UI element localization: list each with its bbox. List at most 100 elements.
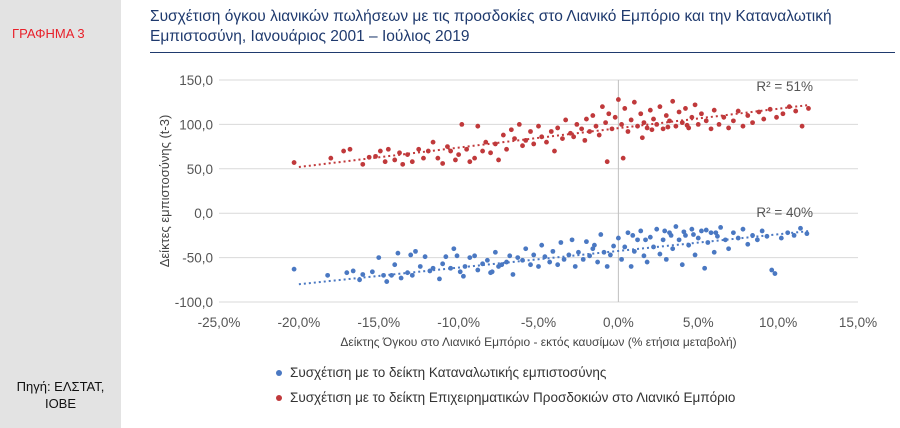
data-point-consumer <box>711 249 717 255</box>
data-point-retail <box>793 108 799 114</box>
data-point-consumer <box>723 237 728 243</box>
data-point-retail <box>459 122 465 127</box>
data-point-consumer <box>804 231 810 237</box>
data-point-consumer <box>547 259 553 265</box>
data-point-retail <box>548 129 554 134</box>
data-point-consumer <box>681 229 687 235</box>
data-point-consumer <box>702 265 708 271</box>
data-point-retail <box>596 132 602 138</box>
data-point-retail <box>400 161 406 167</box>
data-point-retail <box>523 137 529 143</box>
data-point-consumer <box>660 237 666 243</box>
data-point-retail <box>430 139 436 145</box>
data-point-consumer <box>572 264 578 269</box>
data-point-consumer <box>504 259 509 265</box>
data-point-retail <box>528 129 533 134</box>
data-point-consumer <box>344 270 350 276</box>
data-point-consumer <box>730 230 736 236</box>
data-point-retail <box>472 155 477 161</box>
data-point-retail <box>673 123 679 129</box>
data-point-retail <box>689 114 695 120</box>
data-point-consumer <box>558 240 564 245</box>
data-point-consumer <box>703 227 709 233</box>
data-point-consumer <box>611 243 616 249</box>
data-point-consumer <box>405 270 410 276</box>
data-point-consumer <box>750 233 755 238</box>
data-point-retail <box>603 120 608 126</box>
data-point-consumer <box>536 264 541 269</box>
data-point-consumer <box>778 235 784 241</box>
data-point-retail <box>480 148 485 154</box>
data-point-retail <box>631 99 637 105</box>
data-point-consumer <box>448 265 454 271</box>
data-point-consumer <box>635 237 640 243</box>
data-point-consumer <box>475 267 481 273</box>
data-point-retail <box>606 111 612 117</box>
data-point-retail <box>679 120 685 126</box>
data-point-consumer <box>467 255 473 260</box>
y-tick-label: 150,0 <box>179 73 213 88</box>
data-point-consumer <box>376 255 382 260</box>
data-point-consumer <box>668 233 674 238</box>
data-point-consumer <box>443 254 449 260</box>
data-point-retail <box>730 118 736 124</box>
data-point-consumer <box>740 226 746 232</box>
data-point-retail <box>347 146 353 152</box>
data-point-consumer <box>422 254 428 260</box>
data-point-retail <box>620 155 626 161</box>
chart-panel <box>139 0 900 428</box>
data-point-consumer <box>492 249 498 255</box>
data-point-consumer <box>531 252 537 258</box>
points-layer <box>291 97 811 284</box>
data-point-retail <box>641 120 647 126</box>
data-point-consumer <box>601 249 607 255</box>
source-line-2: ΙΟΒΕ <box>44 396 77 411</box>
legend-item-retail: Συσχέτιση με το δείκτη Επιχειρηματικών Π… <box>276 390 735 405</box>
axis-layer: 150,0 100,0 50,0 0,0 -50,0 -100,0 -25,0% -20,0%… <box>157 73 877 349</box>
title-underline <box>150 52 895 53</box>
legend-item-consumer: Συσχέτιση με το δείκτη Καταναλωτικής εμπ… <box>276 365 606 380</box>
data-point-retail <box>520 143 525 149</box>
divider-gap <box>121 0 139 428</box>
x-tick-label: 10,0% <box>759 315 797 330</box>
x-axis-label: Δείκτης Όγκου στο Λιανικό Εμπόριο - εκτό… <box>340 335 736 349</box>
scatter-chart: 150,0 100,0 50,0 0,0 -50,0 -100,0 -25,0% -20,0%… <box>157 73 877 349</box>
data-point-retail <box>568 130 573 136</box>
x-tick-label: -10,0% <box>437 315 480 330</box>
data-point-consumer <box>686 242 692 248</box>
data-point-consumer <box>726 246 732 252</box>
data-point-consumer <box>745 241 751 247</box>
data-point-consumer <box>644 259 650 265</box>
data-point-consumer <box>598 232 604 237</box>
data-point-consumer <box>484 257 490 263</box>
data-point-retail <box>667 118 672 124</box>
data-point-retail <box>425 148 431 154</box>
data-point-consumer <box>462 264 468 269</box>
data-point-retail <box>508 127 514 133</box>
data-point-consumer <box>408 252 414 258</box>
data-point-consumer <box>718 225 724 230</box>
data-point-retail <box>654 122 660 127</box>
data-point-consumer <box>580 256 586 262</box>
data-point-consumer <box>625 230 631 236</box>
data-point-consumer <box>576 249 581 255</box>
y-tick-label: -100,0 <box>175 295 213 310</box>
data-point-retail <box>799 123 805 129</box>
data-point-consumer <box>708 230 714 236</box>
data-point-retail <box>435 155 441 161</box>
data-point-retail <box>619 122 624 127</box>
y-tick-label: 100,0 <box>179 117 213 132</box>
data-point-consumer <box>619 256 624 262</box>
data-point-consumer <box>638 228 644 234</box>
data-point-retail <box>475 123 481 129</box>
data-point-retail <box>716 122 722 127</box>
data-point-consumer <box>360 272 366 277</box>
data-point-retail <box>721 114 727 120</box>
data-point-consumer <box>595 259 601 265</box>
data-point-retail <box>622 106 628 111</box>
data-point-retail <box>544 139 549 145</box>
data-point-consumer <box>699 228 704 234</box>
data-point-retail <box>440 161 446 166</box>
data-point-consumer <box>663 256 669 262</box>
data-point-retail <box>780 111 786 117</box>
